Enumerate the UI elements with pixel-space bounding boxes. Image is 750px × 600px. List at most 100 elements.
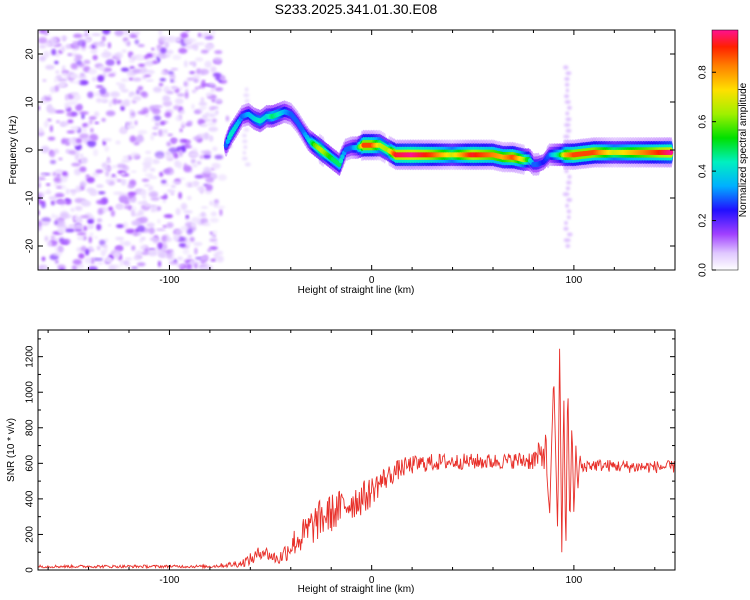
noise-blob xyxy=(214,242,218,245)
noise-blob xyxy=(215,109,219,115)
noise-blob xyxy=(49,159,57,165)
noise-blob xyxy=(149,237,159,242)
noise-blob xyxy=(88,68,98,75)
noise-blob xyxy=(116,59,121,65)
noise-blob xyxy=(152,60,159,64)
spike-blob xyxy=(562,192,570,197)
y-tick-label: 1000 xyxy=(25,381,36,404)
spike-blob xyxy=(564,169,569,174)
noise-blob xyxy=(140,236,146,241)
spike-blob xyxy=(242,150,247,155)
y-tick-label: 800 xyxy=(25,419,36,436)
noise-blob xyxy=(101,162,108,169)
noise-blob xyxy=(211,30,216,36)
noise-blob xyxy=(59,175,68,183)
y-tick-label: -10 xyxy=(25,190,36,205)
noise-blob xyxy=(212,106,219,109)
noise-blob xyxy=(94,121,99,125)
spike-blob xyxy=(567,105,572,110)
noise-blob xyxy=(145,53,153,58)
noise-blob xyxy=(130,198,137,203)
noise-blob xyxy=(207,122,217,126)
noise-blob xyxy=(207,249,212,252)
noise-blob xyxy=(112,56,117,59)
noise-blob xyxy=(65,228,75,233)
noise-blob xyxy=(38,177,46,180)
noise-blob xyxy=(173,152,179,159)
spike-blob xyxy=(564,123,571,127)
noise-blob xyxy=(116,163,127,169)
noise-blob xyxy=(105,59,115,66)
noise-blob xyxy=(101,117,106,122)
noise-blob xyxy=(137,110,147,115)
noise-blob xyxy=(93,111,100,117)
ridge-cell xyxy=(668,149,674,155)
noise-blob xyxy=(128,51,134,57)
noise-blob xyxy=(211,162,221,170)
noise-blob xyxy=(166,222,174,229)
noise-blob xyxy=(103,246,108,253)
noise-blob xyxy=(202,222,211,227)
noise-blob xyxy=(44,96,52,102)
noise-blob xyxy=(104,49,108,52)
noise-blob xyxy=(190,222,197,228)
noise-blob xyxy=(178,149,184,157)
noise-blob xyxy=(145,173,152,178)
noise-blob xyxy=(153,86,162,93)
noise-blob xyxy=(71,162,81,167)
noise-blob xyxy=(133,256,141,261)
noise-blob xyxy=(199,104,207,111)
noise-blob xyxy=(55,70,60,74)
noise-blob xyxy=(208,113,216,118)
noise-blob xyxy=(179,86,183,91)
noise-blob xyxy=(122,221,128,229)
spike-blob xyxy=(565,82,570,87)
noise-blob xyxy=(130,152,140,159)
snr-ylabel: SNR (10 * v/v) xyxy=(6,418,17,482)
noise-blob xyxy=(77,75,87,79)
noise-blob xyxy=(105,159,111,164)
noise-blob xyxy=(88,116,97,121)
noise-blob xyxy=(108,206,113,212)
noise-blob xyxy=(134,120,138,126)
noise-blob xyxy=(171,180,182,185)
noise-blob xyxy=(127,183,135,189)
noise-blob xyxy=(79,133,89,140)
noise-blob xyxy=(151,47,155,51)
spike-blob xyxy=(563,134,570,139)
noise-blob xyxy=(144,248,149,253)
noise-blob xyxy=(175,207,181,216)
noise-blob xyxy=(96,245,101,251)
noise-blob xyxy=(89,232,94,237)
noise-blob xyxy=(105,179,111,184)
noise-blob xyxy=(46,183,51,186)
noise-blob xyxy=(87,140,97,147)
noise-blob xyxy=(114,30,124,37)
noise-blob xyxy=(60,46,66,52)
noise-blob xyxy=(122,155,130,160)
noise-blob xyxy=(92,172,100,177)
noise-blob xyxy=(199,266,208,270)
spike-blob xyxy=(564,221,568,225)
noise-blob xyxy=(74,205,83,211)
noise-blob xyxy=(45,64,55,70)
noise-blob xyxy=(198,102,208,106)
noise-blob xyxy=(38,182,41,189)
noise-blob xyxy=(43,191,52,194)
noise-blob xyxy=(159,78,166,82)
noise-blob xyxy=(205,177,214,183)
x-tick-label: -100 xyxy=(159,275,179,286)
noise-blob xyxy=(157,260,162,268)
noise-blob xyxy=(96,184,104,188)
noise-blob xyxy=(116,179,122,182)
spike-blob xyxy=(563,65,569,70)
noise-blob xyxy=(54,110,65,114)
noise-blob xyxy=(165,237,173,243)
noise-blob xyxy=(170,185,176,188)
noise-blob xyxy=(48,196,58,200)
noise-blob xyxy=(160,69,168,76)
noise-blob xyxy=(61,171,68,177)
spike-blob xyxy=(242,139,248,144)
noise-blob xyxy=(203,150,212,156)
noise-blob xyxy=(120,178,127,186)
